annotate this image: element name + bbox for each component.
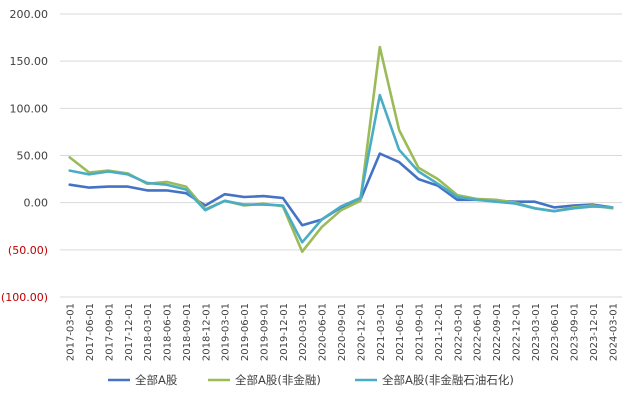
x-tick-label: 2024-03-01 bbox=[608, 303, 619, 361]
x-tick-label: 2018-03-01 bbox=[143, 303, 154, 361]
x-tick-label: 2020-06-01 bbox=[318, 303, 329, 361]
x-tick-label: 2019-03-01 bbox=[221, 303, 232, 361]
x-tick-label: 2017-03-01 bbox=[66, 303, 77, 361]
legend-label: 全部A股 bbox=[135, 373, 178, 387]
y-tick-label: (50.00) bbox=[8, 244, 48, 257]
y-tick-label: 150.00 bbox=[10, 55, 49, 68]
y-tick-label: 0.00 bbox=[24, 197, 49, 210]
legend-label: 全部A股(非金融石油石化) bbox=[382, 373, 514, 387]
x-tick-label: 2023-09-01 bbox=[570, 303, 581, 361]
x-tick-label: 2022-09-01 bbox=[492, 303, 503, 361]
series-line-2 bbox=[68, 45, 614, 253]
x-tick-label: 2021-06-01 bbox=[395, 303, 406, 361]
y-tick-label: 200.00 bbox=[10, 8, 49, 21]
y-axis: 200.00 150.00 100.00 50.00 0.00 (50.00) (100.0… bbox=[1, 8, 48, 304]
x-tick-label: 2023-06-01 bbox=[550, 303, 561, 361]
series-lines bbox=[68, 45, 614, 253]
x-tick-label: 2017-09-01 bbox=[104, 303, 115, 361]
x-tick-label: 2022-06-01 bbox=[473, 303, 484, 361]
x-tick-label: 2021-03-01 bbox=[376, 303, 387, 361]
x-axis: 2017-03-01 2017-06-01 2017-09-01 2017-12-01… bbox=[66, 303, 620, 361]
x-tick-label: 2019-09-01 bbox=[259, 303, 270, 361]
x-tick-label: 2023-12-01 bbox=[589, 303, 600, 361]
x-tick-label: 2018-06-01 bbox=[163, 303, 174, 361]
x-tick-label: 2017-12-01 bbox=[124, 303, 135, 361]
x-tick-label: 2017-06-01 bbox=[85, 303, 96, 361]
series-line-1 bbox=[68, 152, 614, 227]
x-tick-label: 2020-12-01 bbox=[356, 303, 367, 361]
x-tick-label: 2022-03-01 bbox=[453, 303, 464, 361]
x-tick-label: 2023-03-01 bbox=[531, 303, 542, 361]
y-tick-label: 100.00 bbox=[10, 102, 49, 115]
y-tick-label: (100.00) bbox=[1, 291, 48, 304]
x-tick-label: 2018-09-01 bbox=[182, 303, 193, 361]
x-tick-label: 2021-12-01 bbox=[434, 303, 445, 361]
x-tick-label: 2019-06-01 bbox=[240, 303, 251, 361]
legend: 全部A股 全部A股(非金融) 全部A股(非金融石油石化) bbox=[108, 373, 514, 387]
x-tick-label: 2021-09-01 bbox=[415, 303, 426, 361]
y-tick-label: 50.00 bbox=[17, 150, 49, 163]
x-tick-label: 2018-12-01 bbox=[201, 303, 212, 361]
gridlines bbox=[60, 13, 622, 298]
x-tick-label: 2020-03-01 bbox=[298, 303, 309, 361]
x-tick-label: 2022-12-01 bbox=[511, 303, 522, 361]
x-tick-label: 2020-09-01 bbox=[337, 303, 348, 361]
series-line-3 bbox=[68, 93, 614, 244]
x-tick-label: 2019-12-01 bbox=[279, 303, 290, 361]
legend-label: 全部A股(非金融) bbox=[235, 373, 321, 387]
